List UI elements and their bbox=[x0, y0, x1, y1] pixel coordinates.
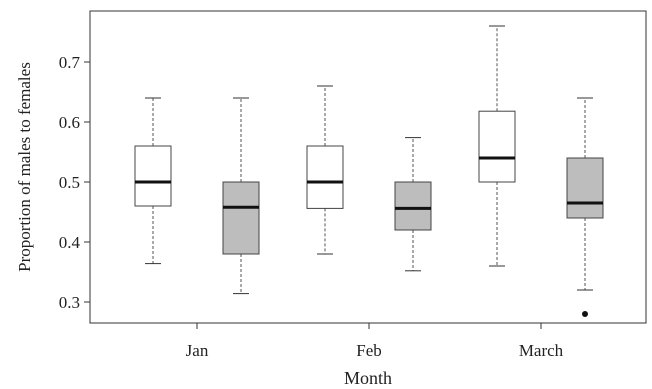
plot-frame bbox=[89, 10, 647, 324]
box-march-grey bbox=[566, 97, 604, 317]
y-axis-label: Proportion of males to females bbox=[15, 62, 34, 272]
box-iqr bbox=[394, 181, 432, 231]
y-tick-label: 0.7 bbox=[59, 53, 81, 72]
box-iqr bbox=[566, 157, 604, 219]
boxes-layer bbox=[134, 25, 604, 317]
y-tick-label: 0.6 bbox=[59, 113, 80, 132]
x-axis-label: Month bbox=[344, 368, 392, 388]
y-tick-label: 0.5 bbox=[59, 173, 80, 192]
box-feb-grey bbox=[394, 137, 432, 272]
box-iqr bbox=[134, 145, 172, 207]
x-tick-label: March bbox=[519, 341, 564, 360]
x-axis: Jan Feb March bbox=[186, 323, 564, 360]
box-march-white bbox=[478, 25, 516, 267]
box-jan-white bbox=[134, 97, 172, 265]
y-tick-label: 0.4 bbox=[59, 233, 81, 252]
x-tick-label: Feb bbox=[356, 341, 382, 360]
box-iqr bbox=[478, 110, 516, 183]
box-iqr bbox=[222, 181, 260, 255]
y-axis: 0.3 0.4 0.5 0.6 0.7 bbox=[59, 53, 90, 312]
box-iqr bbox=[306, 145, 344, 209]
outlier-point bbox=[582, 311, 588, 317]
x-tick-label: Jan bbox=[186, 341, 209, 360]
box-jan-grey bbox=[222, 97, 260, 295]
box-feb-white bbox=[306, 85, 344, 255]
y-tick-label: 0.3 bbox=[59, 293, 80, 312]
